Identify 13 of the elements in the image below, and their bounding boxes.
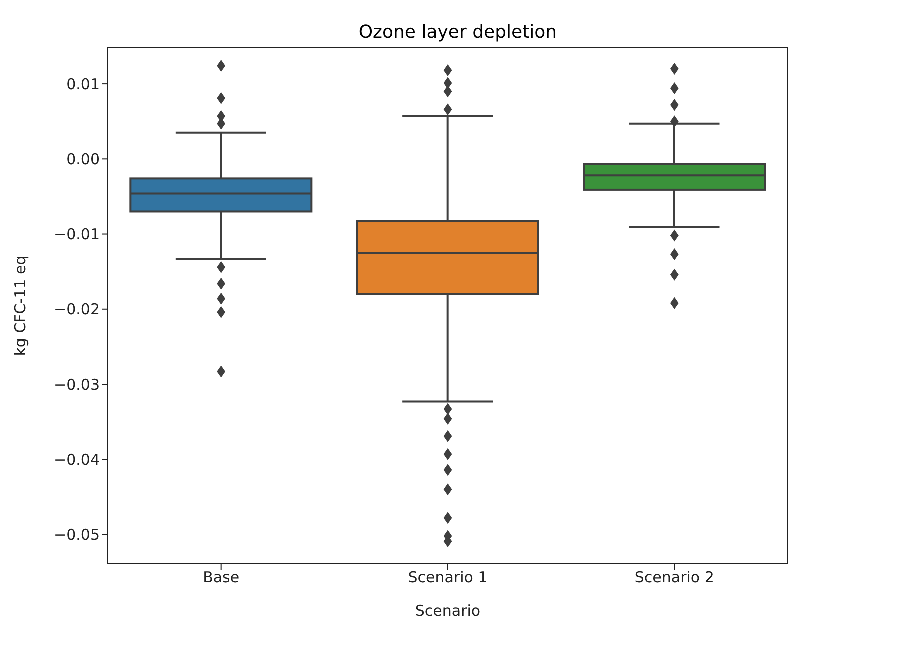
- x-tick-label: Scenario 1: [408, 568, 488, 587]
- y-tick-label: −0.03: [54, 376, 100, 394]
- x-tick-label: Scenario 2: [634, 568, 714, 587]
- y-tick-label: 0.00: [66, 150, 100, 168]
- x-axis-title: Scenario: [415, 602, 481, 620]
- y-tick-label: 0.01: [66, 75, 100, 94]
- y-tick-label: −0.05: [54, 526, 100, 544]
- y-tick-label: −0.04: [54, 450, 100, 469]
- chart-title: Ozone layer depletion: [358, 22, 558, 43]
- y-tick-label: −0.02: [54, 300, 100, 319]
- x-tick-label: Base: [203, 568, 240, 587]
- y-axis-title: kg CFC-11 eq: [11, 256, 30, 356]
- y-tick-label: −0.01: [54, 226, 100, 244]
